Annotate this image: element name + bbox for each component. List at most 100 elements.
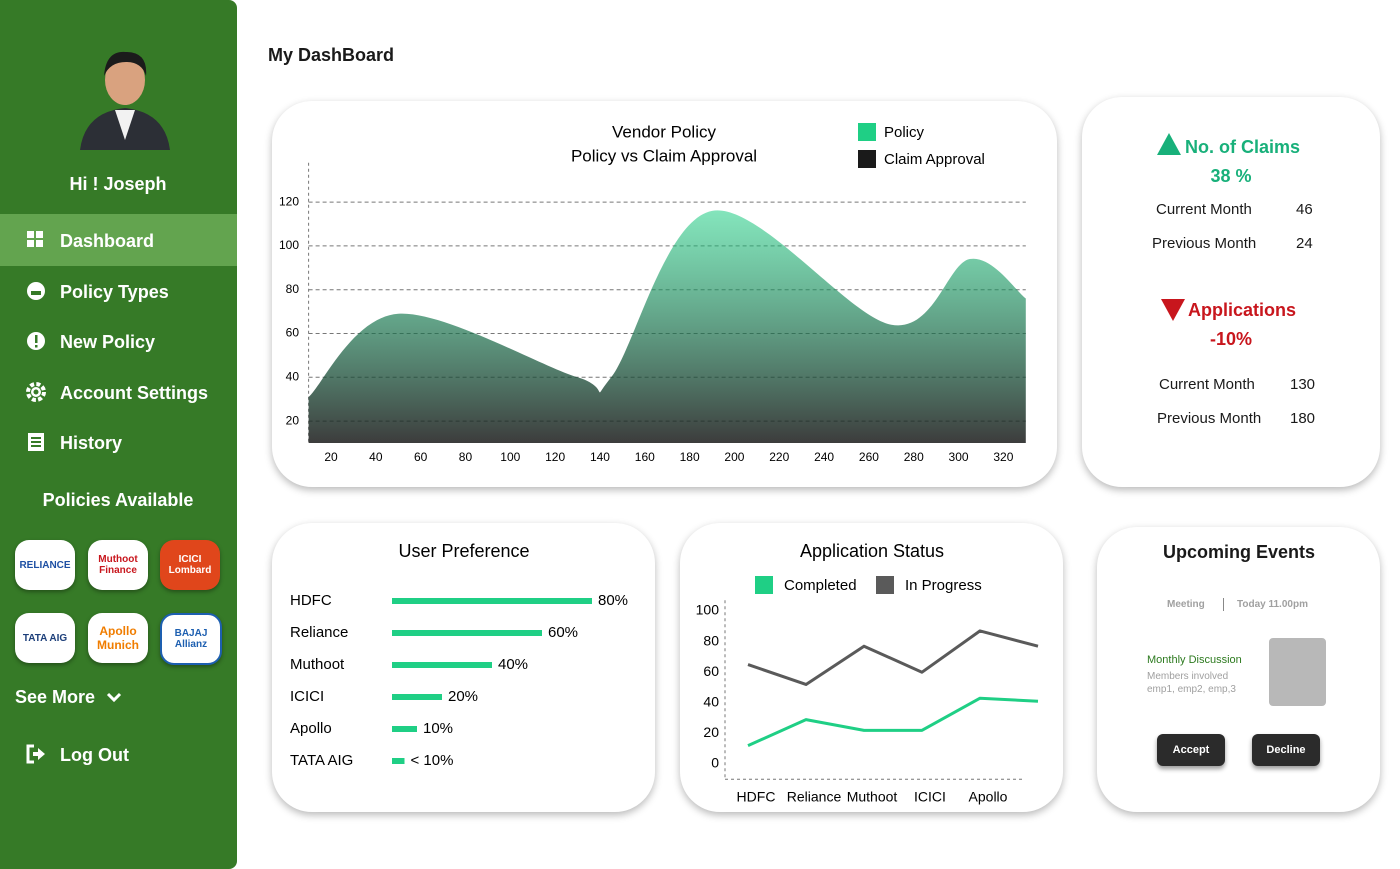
logout[interactable]: Log Out bbox=[0, 728, 237, 780]
x-tick-label: 180 bbox=[680, 450, 700, 464]
y-tick-label: 120 bbox=[279, 194, 299, 208]
menu-icon bbox=[27, 332, 45, 350]
line bbox=[747, 629, 1039, 686]
separator bbox=[1223, 598, 1224, 611]
menu-icon bbox=[28, 433, 44, 451]
y-tick-label: 80 bbox=[286, 282, 300, 296]
bar bbox=[392, 726, 417, 732]
row-label: Current Month bbox=[1159, 376, 1255, 393]
menu-item[interactable]: Policy Types bbox=[0, 265, 237, 317]
stats-card bbox=[1082, 97, 1380, 487]
event-time: Today 11.00pm bbox=[1237, 599, 1308, 610]
value-label: < 10% bbox=[411, 752, 454, 769]
logout-label: Log Out bbox=[60, 745, 129, 765]
policies-title: Policies Available bbox=[42, 490, 194, 510]
policy-logo[interactable]: BAJAJ Allianz bbox=[160, 613, 222, 665]
chart-title: Vendor Policy bbox=[612, 122, 716, 141]
area bbox=[308, 210, 1026, 443]
x-tick-label: 280 bbox=[904, 450, 924, 464]
menu-item[interactable]: Account Settings bbox=[0, 366, 237, 418]
policy-logo[interactable]: TATA AIG bbox=[15, 613, 75, 663]
bar bbox=[392, 662, 492, 668]
event-name: Monthly Discussion bbox=[1147, 654, 1242, 666]
menu-label: Account Settings bbox=[60, 383, 209, 403]
x-tick-label: ICICI bbox=[914, 789, 946, 805]
button-label: Accept bbox=[1172, 744, 1210, 756]
legend-label: Completed bbox=[784, 577, 857, 594]
category-label: Muthoot bbox=[290, 656, 345, 673]
legend-swatch bbox=[858, 150, 876, 168]
menu-icon bbox=[27, 231, 43, 247]
policy-logo[interactable]: Muthoot Finance bbox=[88, 540, 148, 590]
applications-change: -10% bbox=[1209, 329, 1253, 349]
accept-button[interactable]: Accept bbox=[1157, 734, 1225, 766]
y-tick-label: 100 bbox=[279, 238, 299, 252]
menu-label: Policy Types bbox=[60, 282, 169, 302]
members: emp1, emp2, emp,3 bbox=[1147, 684, 1236, 695]
y-tick-label: 80 bbox=[703, 632, 719, 648]
policy-logo[interactable]: Apollo Munich bbox=[88, 613, 148, 663]
bar bbox=[392, 630, 542, 636]
button-label: Decline bbox=[1266, 744, 1306, 756]
x-tick-label: 320 bbox=[993, 450, 1013, 464]
line bbox=[747, 696, 1039, 748]
greeting: Hi ! Joseph bbox=[69, 174, 167, 194]
y-tick-label: 60 bbox=[286, 326, 300, 340]
value-label: 10% bbox=[423, 720, 453, 737]
value-label: 40% bbox=[498, 656, 528, 673]
row-value: 46 bbox=[1296, 201, 1313, 218]
row-label: Previous Month bbox=[1157, 410, 1262, 427]
x-tick-label: Muthoot bbox=[847, 789, 898, 805]
menu-item[interactable]: History bbox=[0, 416, 237, 468]
logout-icon bbox=[26, 744, 45, 764]
status-card bbox=[680, 523, 1063, 812]
value-label: 80% bbox=[598, 592, 628, 609]
category-label: ICICI bbox=[290, 688, 324, 705]
x-tick-label: HDFC bbox=[737, 789, 776, 805]
row-label: Previous Month bbox=[1152, 235, 1257, 252]
events-card bbox=[1097, 527, 1380, 812]
chevron bbox=[107, 692, 122, 703]
up-triangle bbox=[1157, 133, 1181, 155]
event-image bbox=[1269, 638, 1326, 706]
bar bbox=[392, 598, 592, 604]
x-tick-label: 60 bbox=[414, 450, 428, 464]
menu-label: History bbox=[60, 433, 123, 453]
y-tick-label: 100 bbox=[696, 602, 720, 618]
policy-logo[interactable]: RELIANCE bbox=[15, 540, 75, 590]
claims-change: 38 % bbox=[1210, 166, 1252, 186]
policy-logo[interactable]: ICICI Lombard bbox=[160, 540, 220, 590]
members-label: Members involved bbox=[1147, 671, 1229, 682]
events-title: Upcoming Events bbox=[1162, 542, 1316, 562]
bar bbox=[392, 694, 442, 700]
x-tick-label: 200 bbox=[724, 450, 744, 464]
row-value: 24 bbox=[1296, 235, 1313, 252]
legend-label: In Progress bbox=[905, 577, 982, 594]
chart-title: User Preference bbox=[398, 541, 529, 561]
decline-button[interactable]: Decline bbox=[1252, 734, 1320, 766]
y-tick-label: 40 bbox=[286, 369, 300, 383]
row-label: Current Month bbox=[1156, 201, 1252, 218]
x-tick-label: 300 bbox=[949, 450, 969, 464]
down-triangle bbox=[1161, 299, 1185, 321]
see-more[interactable]: See More bbox=[15, 688, 122, 706]
menu-item[interactable]: Dashboard bbox=[0, 214, 237, 266]
x-tick-label: Reliance bbox=[787, 789, 842, 805]
event-type: Meeting bbox=[1167, 599, 1205, 610]
page-title: My DashBoard bbox=[268, 45, 395, 65]
menu-item[interactable]: New Policy bbox=[0, 315, 237, 367]
legend-swatch bbox=[858, 123, 876, 141]
x-tick-label: 260 bbox=[859, 450, 879, 464]
row-value: 180 bbox=[1290, 410, 1316, 427]
menu-label: Dashboard bbox=[60, 231, 155, 251]
value-label: 60% bbox=[548, 624, 578, 641]
claims-title: No. of Claims bbox=[1185, 137, 1301, 157]
value-label: 20% bbox=[448, 688, 478, 705]
menu-label: New Policy bbox=[60, 332, 156, 352]
category-label: TATA AIG bbox=[290, 752, 353, 769]
category-label: HDFC bbox=[290, 592, 332, 609]
category-label: Reliance bbox=[290, 624, 348, 641]
y-tick-label: 0 bbox=[711, 755, 719, 771]
see-more-label: See More bbox=[15, 687, 96, 707]
menu-icon bbox=[27, 282, 45, 300]
